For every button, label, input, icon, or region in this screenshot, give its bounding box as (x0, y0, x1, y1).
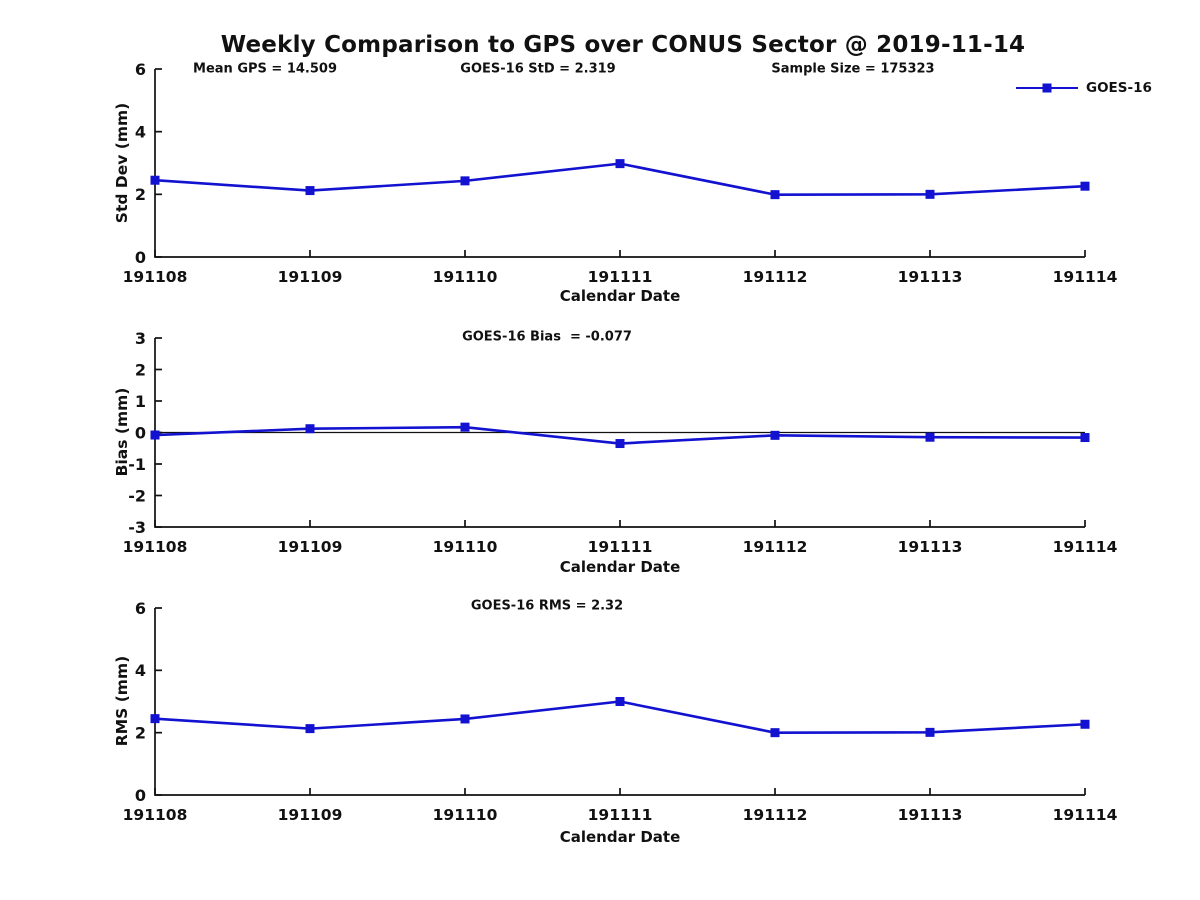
svg-text:191109: 191109 (278, 268, 343, 286)
annotation-sample-size: Sample Size = 175323 (771, 61, 935, 77)
subplot-0: 0 2 4 6 191108 191109 191110 191111 191112 191113… (123, 60, 1118, 286)
legend-line-sample (1016, 83, 1078, 93)
chart-title: Weekly Comparison to GPS over CONUS Sect… (220, 32, 1026, 58)
svg-text:-1: -1 (128, 455, 146, 474)
x-axis-label-top: Calendar Date (559, 287, 681, 305)
svg-text:0: 0 (135, 786, 146, 805)
svg-text:191110: 191110 (433, 806, 498, 824)
annotation-goes16-std: GOES-16 StD = 2.319 (460, 61, 616, 77)
svg-text:2: 2 (135, 185, 146, 204)
y-axis-label-rms: RMS (mm) (113, 655, 131, 747)
legend-label: GOES-16 (1086, 80, 1152, 96)
subplot-2: 0 2 4 6 191108 191109 191110 191111 191112 191113… (123, 599, 1118, 824)
svg-text:191113: 191113 (898, 538, 963, 556)
svg-text:4: 4 (135, 661, 146, 680)
svg-text:191112: 191112 (743, 268, 808, 286)
svg-text:2: 2 (135, 723, 146, 742)
x-axis-label-bottom: Calendar Date (559, 828, 681, 846)
svg-text:191111: 191111 (588, 806, 653, 824)
svg-text:191112: 191112 (743, 538, 808, 556)
y-axis-label-bias: Bias (mm) (113, 387, 131, 477)
svg-text:-3: -3 (128, 518, 146, 537)
svg-text:191110: 191110 (433, 538, 498, 556)
svg-text:0: 0 (135, 423, 146, 442)
svg-text:191109: 191109 (278, 538, 343, 556)
legend-square-marker-icon (1042, 83, 1052, 93)
y-axis-label-stddev: Std Dev (mm) (113, 102, 131, 224)
svg-text:191108: 191108 (123, 806, 188, 824)
legend: GOES-16 (1016, 80, 1152, 96)
annotation-goes16-rms: GOES-16 RMS = 2.32 (470, 598, 624, 614)
svg-text:-2: -2 (128, 486, 146, 505)
svg-text:6: 6 (135, 60, 146, 79)
svg-text:6: 6 (135, 599, 146, 618)
svg-text:191114: 191114 (1053, 806, 1118, 824)
svg-text:3: 3 (135, 329, 146, 348)
svg-text:191113: 191113 (898, 806, 963, 824)
svg-text:191113: 191113 (898, 268, 963, 286)
svg-text:2: 2 (135, 360, 146, 379)
svg-text:191112: 191112 (743, 806, 808, 824)
subplot-1: -3 -2 -1 0 1 2 3 191108 191109 191110 191111 191112… (123, 329, 1118, 556)
svg-text:0: 0 (135, 248, 146, 267)
annotation-mean-gps: Mean GPS = 14.509 (193, 61, 337, 77)
svg-text:4: 4 (135, 122, 146, 141)
svg-text:1: 1 (135, 392, 146, 411)
svg-text:191111: 191111 (588, 268, 653, 286)
svg-text:191110: 191110 (433, 268, 498, 286)
svg-text:191114: 191114 (1053, 538, 1118, 556)
annotation-goes16-bias: GOES-16 Bias = -0.077 (462, 329, 632, 345)
svg-text:191114: 191114 (1053, 268, 1118, 286)
x-axis-label-middle: Calendar Date (559, 558, 681, 576)
svg-text:191108: 191108 (123, 538, 188, 556)
svg-text:191111: 191111 (588, 538, 653, 556)
svg-text:191109: 191109 (278, 806, 343, 824)
svg-text:191108: 191108 (123, 268, 188, 286)
